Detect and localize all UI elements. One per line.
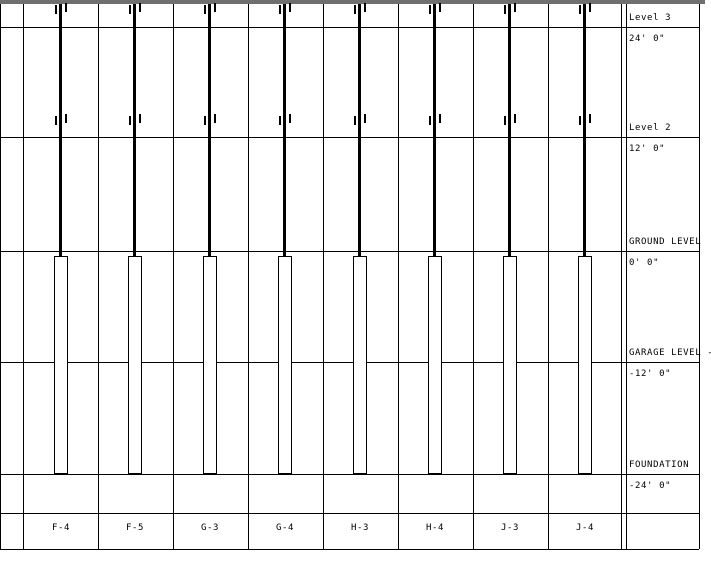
grid-line[interactable] [173,4,174,549]
column-rectangle[interactable] [578,256,592,474]
column-rectangle[interactable] [54,256,68,474]
column-label[interactable]: F-5 [125,523,145,533]
column-label[interactable]: F-4 [51,523,71,533]
level-line[interactable] [0,27,699,28]
level-line[interactable] [0,362,699,363]
column-splice-icon[interactable] [589,114,591,123]
column-splice-icon[interactable] [204,5,206,14]
level-name[interactable]: Level 3 [629,13,672,23]
level-panel-divider-line-inner [621,4,622,549]
column-line[interactable] [508,4,511,256]
column-line[interactable] [208,4,211,256]
column-line[interactable] [283,4,286,256]
level-line[interactable] [0,137,699,138]
column-splice-icon[interactable] [139,3,141,12]
level-elevation[interactable]: 24' 0" [629,34,666,44]
grid-line[interactable] [248,4,249,549]
column-splice-icon[interactable] [55,5,57,14]
column-rectangle[interactable] [428,256,442,474]
column-splice-icon[interactable] [429,116,431,125]
column-splice-icon[interactable] [589,3,591,12]
level-name[interactable]: Level 2 [629,123,672,133]
column-line[interactable] [133,4,136,256]
grid-line[interactable] [323,4,324,549]
grid-line[interactable] [0,4,1,549]
column-rectangle[interactable] [278,256,292,474]
grid-line[interactable] [548,4,549,549]
level-line[interactable] [0,251,699,252]
column-splice-icon[interactable] [354,116,356,125]
column-splice-icon[interactable] [354,5,356,14]
column-splice-icon[interactable] [514,3,516,12]
column-line[interactable] [59,4,62,256]
column-splice-icon[interactable] [579,5,581,14]
column-splice-icon[interactable] [439,3,441,12]
column-splice-icon[interactable] [504,116,506,125]
frame-line [0,549,699,550]
column-rectangle[interactable] [503,256,517,474]
column-label[interactable]: J-4 [575,523,595,533]
column-rectangle[interactable] [203,256,217,474]
column-label[interactable]: H-4 [425,523,445,533]
level-panel-divider-line-outer [626,4,627,549]
column-splice-icon[interactable] [579,116,581,125]
level-name[interactable]: FOUNDATION [629,460,690,470]
column-splice-icon[interactable] [279,5,281,14]
column-splice-icon[interactable] [204,116,206,125]
column-splice-icon[interactable] [214,114,216,123]
viewport-top-edge-bar [0,0,705,4]
level-line[interactable] [0,474,699,475]
column-splice-icon[interactable] [364,3,366,12]
column-label[interactable]: J-3 [500,523,520,533]
grid-line[interactable] [398,4,399,549]
grid-line[interactable] [23,4,24,549]
column-splice-icon[interactable] [429,5,431,14]
level-name[interactable]: GARAGE LEVEL -1 [629,348,711,358]
column-splice-icon[interactable] [129,116,131,125]
column-rectangle[interactable] [128,256,142,474]
column-splice-icon[interactable] [514,114,516,123]
grid-line[interactable] [473,4,474,549]
column-splice-icon[interactable] [214,3,216,12]
column-splice-icon[interactable] [129,5,131,14]
level-name[interactable]: GROUND LEVEL [629,237,702,247]
column-splice-icon[interactable] [289,3,291,12]
column-line[interactable] [433,4,436,256]
column-splice-icon[interactable] [65,114,67,123]
level-elevation[interactable]: 12' 0" [629,144,666,154]
column-line[interactable] [358,4,361,256]
frame-line [0,513,699,514]
column-label[interactable]: G-3 [200,523,220,533]
column-splice-icon[interactable] [364,114,366,123]
level-elevation[interactable]: -24' 0" [629,481,672,491]
column-splice-icon[interactable] [439,114,441,123]
column-splice-icon[interactable] [139,114,141,123]
column-splice-icon[interactable] [55,116,57,125]
level-elevation[interactable]: -12' 0" [629,369,672,379]
column-label[interactable]: H-3 [350,523,370,533]
drawing-right-border-line [699,4,700,549]
level-elevation[interactable]: 0' 0" [629,258,660,268]
column-splice-icon[interactable] [504,5,506,14]
column-label[interactable]: G-4 [275,523,295,533]
column-line[interactable] [583,4,586,256]
column-splice-icon[interactable] [279,116,281,125]
column-splice-icon[interactable] [289,114,291,123]
column-splice-icon[interactable] [65,3,67,12]
grid-line[interactable] [98,4,99,549]
column-rectangle[interactable] [353,256,367,474]
